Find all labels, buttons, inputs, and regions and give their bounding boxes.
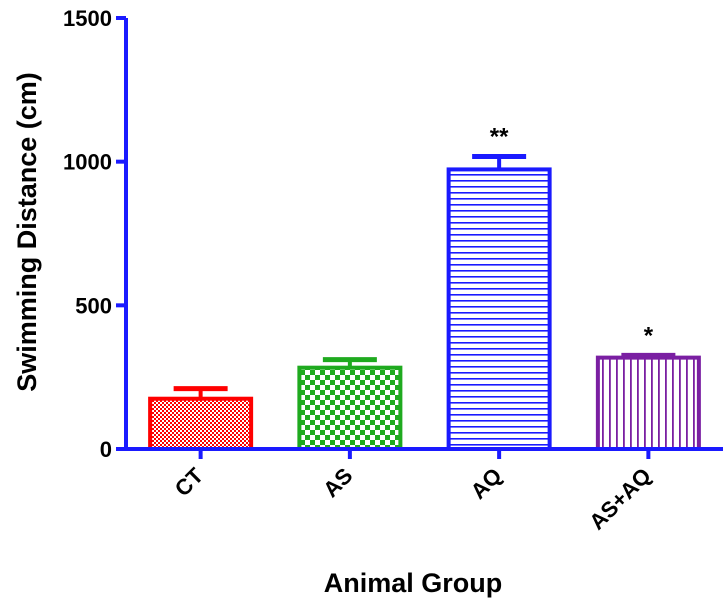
bar-ct (148, 396, 254, 452)
y-tick-label: 0 (100, 437, 112, 462)
x-tick-label: AS+AQ (584, 463, 656, 535)
x-axis: CT AS AQ AS+AQ (124, 447, 723, 535)
x-tick-label: AS (318, 463, 357, 502)
significance-annotations: *** (490, 123, 654, 349)
bar-as-aq (595, 355, 701, 451)
bar-aq (446, 167, 552, 452)
y-axis-title: Swimming Distance (cm) (12, 72, 42, 392)
y-tick-label: 500 (75, 293, 112, 318)
y-axis: 0 500 1000 1500 (63, 6, 128, 462)
significance-marker: ** (490, 123, 509, 150)
significance-marker: * (644, 322, 654, 349)
bar-as (297, 365, 403, 451)
bars-layer (148, 167, 701, 452)
y-tick-label: 1500 (63, 6, 112, 31)
x-tick-label: AQ (466, 463, 507, 504)
x-tick-label: CT (170, 462, 209, 501)
y-tick-label: 1000 (63, 150, 112, 175)
error-bars-layer (173, 153, 676, 399)
x-axis-title: Animal Group (324, 568, 503, 598)
